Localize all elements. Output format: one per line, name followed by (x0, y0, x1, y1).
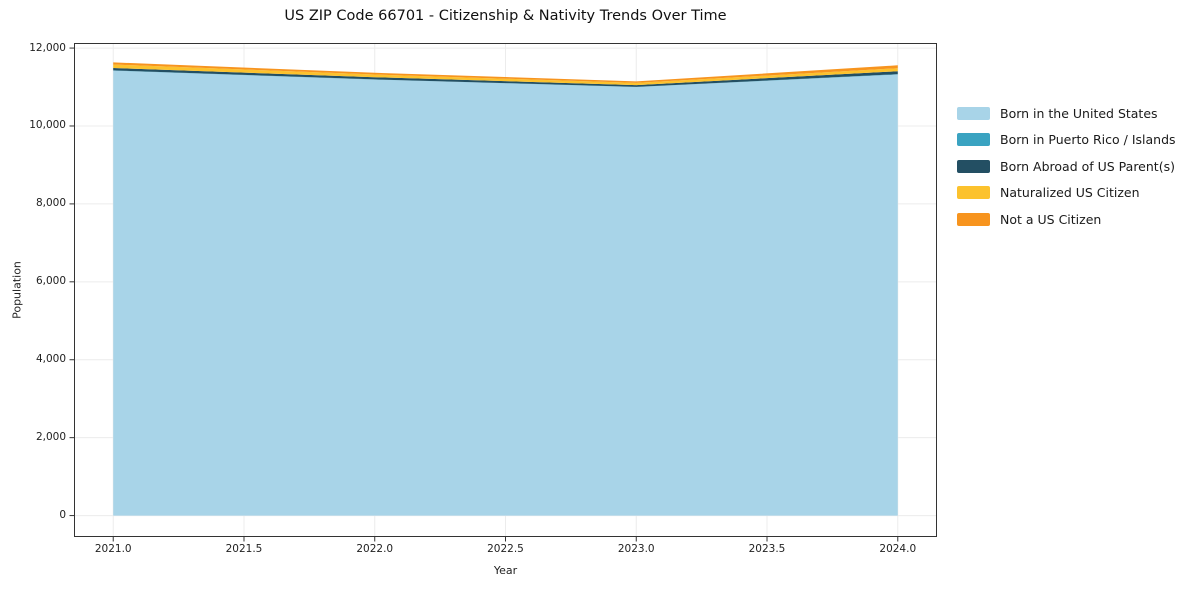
legend-swatch-icon (957, 212, 990, 226)
legend-swatch-icon (957, 186, 990, 200)
legend-label: Born in the United States (1000, 105, 1158, 121)
x-axis-label: Year (493, 564, 518, 577)
x-tick-label: 2023.5 (748, 543, 786, 555)
legend-item-not-a-us-citizen: Not a US Citizen (957, 206, 1176, 233)
area-born-abroad-of-us-parent-s (113, 68, 898, 87)
area-naturalized-us-citizen (113, 64, 898, 86)
x-tick-label: 2022.0 (356, 543, 394, 555)
x-tick-label: 2024.0 (879, 543, 917, 555)
legend-label: Naturalized US Citizen (1000, 185, 1140, 201)
area-not-a-us-citizen (113, 62, 898, 83)
plot-area (69, 43, 937, 542)
legend-label: Not a US Citizen (1000, 211, 1102, 227)
y-tick-label: 10,000 (29, 119, 66, 132)
legend-label: Born in Puerto Rico / Islands (1000, 132, 1176, 148)
legend-item-born-abroad-of-us-parent-s: Born Abroad of US Parent(s) (957, 153, 1176, 180)
y-tick-label: 0 (59, 509, 66, 522)
legend-item-born-in-the-united-states: Born in the United States (957, 100, 1176, 127)
x-tick-label: 2021.0 (94, 543, 132, 555)
legend-swatch-icon (957, 159, 990, 173)
y-tick-label: 4,000 (35, 353, 66, 366)
legend-item-born-in-puerto-rico-islands: Born in Puerto Rico / Islands (957, 127, 1176, 154)
legend-swatch-icon (957, 106, 990, 120)
legend-label: Born Abroad of US Parent(s) (1000, 158, 1175, 174)
plot-frame (74, 43, 937, 537)
legend-swatch-icon (957, 133, 990, 147)
y-axis-label: Population (10, 261, 24, 319)
x-tick-label: 2022.5 (487, 543, 524, 555)
chart-title: US ZIP Code 66701 - Citizenship & Nativi… (284, 8, 727, 24)
y-tick-label: 12,000 (29, 41, 66, 54)
y-tick-label: 8,000 (35, 197, 66, 210)
y-tick-label: 6,000 (35, 275, 66, 288)
y-tick-label: 2,000 (35, 431, 66, 444)
area-born-in-the-united-states (113, 70, 898, 516)
x-tick-label: 2021.5 (225, 543, 263, 555)
legend: Born in the United States Born in Puerto … (957, 100, 1176, 233)
legend-item-naturalized-us-citizen: Naturalized US Citizen (957, 180, 1176, 207)
x-tick-label: 2023.0 (617, 543, 655, 555)
